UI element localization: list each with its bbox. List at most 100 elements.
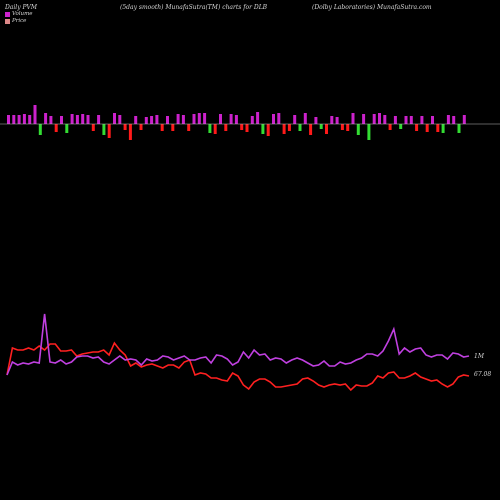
volume-bar [234, 115, 238, 124]
volume-bar [240, 124, 244, 130]
volume-bar [372, 114, 376, 124]
legend-volume: Volume [5, 11, 33, 17]
volume-bar [457, 124, 461, 133]
volume-bar [107, 124, 111, 138]
volume-bar [393, 116, 397, 124]
volume-bar [197, 113, 201, 124]
volume-bar [102, 124, 106, 135]
price-line [6, 341, 470, 392]
volume-bar [335, 117, 339, 124]
volume-bar [314, 117, 318, 124]
volume-bar [181, 115, 185, 124]
volume-bar [155, 115, 159, 124]
volume-bar [362, 114, 366, 124]
volume-bar [144, 117, 148, 124]
volume-bar [340, 124, 344, 130]
volume-bar [388, 124, 392, 130]
volume-bar [383, 115, 387, 124]
volume-bar [431, 116, 434, 124]
volume-bar [65, 124, 69, 133]
volume-bar [44, 113, 48, 124]
volume-bar [38, 124, 42, 135]
legend-volume-label: Volume [12, 11, 33, 17]
volume-bar [409, 116, 413, 124]
volume-bar [229, 114, 233, 124]
volume-bar [293, 115, 297, 124]
volume-bar [309, 124, 313, 135]
header-left: Daily PVM [5, 4, 38, 11]
volume-bar [203, 113, 207, 124]
volume-bar [287, 124, 291, 131]
volume-bar [256, 112, 260, 124]
volume-bar [166, 116, 169, 124]
volume-bar [436, 124, 440, 132]
volume-bar [128, 124, 132, 140]
volume-bar [325, 124, 328, 134]
volume-bar [298, 124, 302, 131]
volume-line [6, 313, 470, 376]
volume-bar [81, 114, 85, 124]
volume-bar [139, 124, 143, 130]
volume-bar [441, 124, 445, 133]
header-center: (5day smooth) MunafaSutra(TM) charts for… [120, 4, 268, 11]
volume-bar [303, 113, 307, 124]
volume-bar [12, 115, 16, 124]
volume-bar [28, 115, 32, 124]
volume-bar [282, 124, 286, 134]
volume-bar [160, 124, 164, 131]
volume-bar [113, 113, 116, 124]
price-end-label: 67.08 [474, 371, 491, 378]
volume-end-label: 1M [474, 353, 485, 360]
volume-bar [123, 124, 127, 130]
volume-bar [351, 113, 355, 124]
volume-bar [86, 115, 90, 124]
volume-bar [7, 115, 10, 124]
volume-bar [224, 124, 228, 131]
volume-bar [54, 124, 58, 132]
volume-bar [33, 105, 37, 124]
volume-bar [415, 124, 419, 131]
legend-volume-swatch [5, 11, 10, 17]
volume-bar [60, 116, 63, 124]
volume-bar [272, 114, 275, 124]
volume-bar [330, 116, 334, 124]
volume-bar [277, 113, 281, 124]
volume-bar [213, 124, 217, 134]
volume-bar [452, 116, 456, 124]
volume-bar [261, 124, 265, 134]
volume-bar [208, 124, 212, 133]
volume-bar [187, 124, 191, 131]
volume-bar [134, 116, 138, 124]
volume-bar [219, 114, 222, 124]
volume-bar [319, 124, 323, 129]
volume-bar [425, 124, 429, 132]
volume-bar [420, 116, 424, 124]
volume-bar [250, 116, 254, 124]
volume-bar [118, 115, 122, 124]
volume-bar [22, 114, 26, 124]
volume-bar [378, 113, 381, 124]
volume-bar [75, 115, 79, 124]
volume-bar [97, 115, 101, 124]
volume-bar [150, 116, 154, 124]
volume-bar [266, 124, 270, 136]
volume-bar [70, 114, 74, 124]
volume-bar [399, 124, 403, 129]
volume-bar [446, 115, 450, 124]
volume-bar [176, 114, 180, 124]
volume-bar [91, 124, 95, 131]
volume-bar [192, 114, 196, 124]
volume-bar [171, 124, 175, 131]
legend-price: Price [5, 18, 26, 24]
header-right: (Dolby Laboratories) MunafaSutra.com [312, 4, 432, 11]
volume-bar [17, 115, 21, 124]
volume-bars [7, 105, 466, 140]
volume-bar [404, 116, 408, 124]
volume-bar [462, 115, 466, 124]
volume-bar [356, 124, 360, 135]
legend-price-swatch [5, 18, 10, 24]
volume-bar [245, 124, 249, 132]
volume-bar [367, 124, 371, 140]
